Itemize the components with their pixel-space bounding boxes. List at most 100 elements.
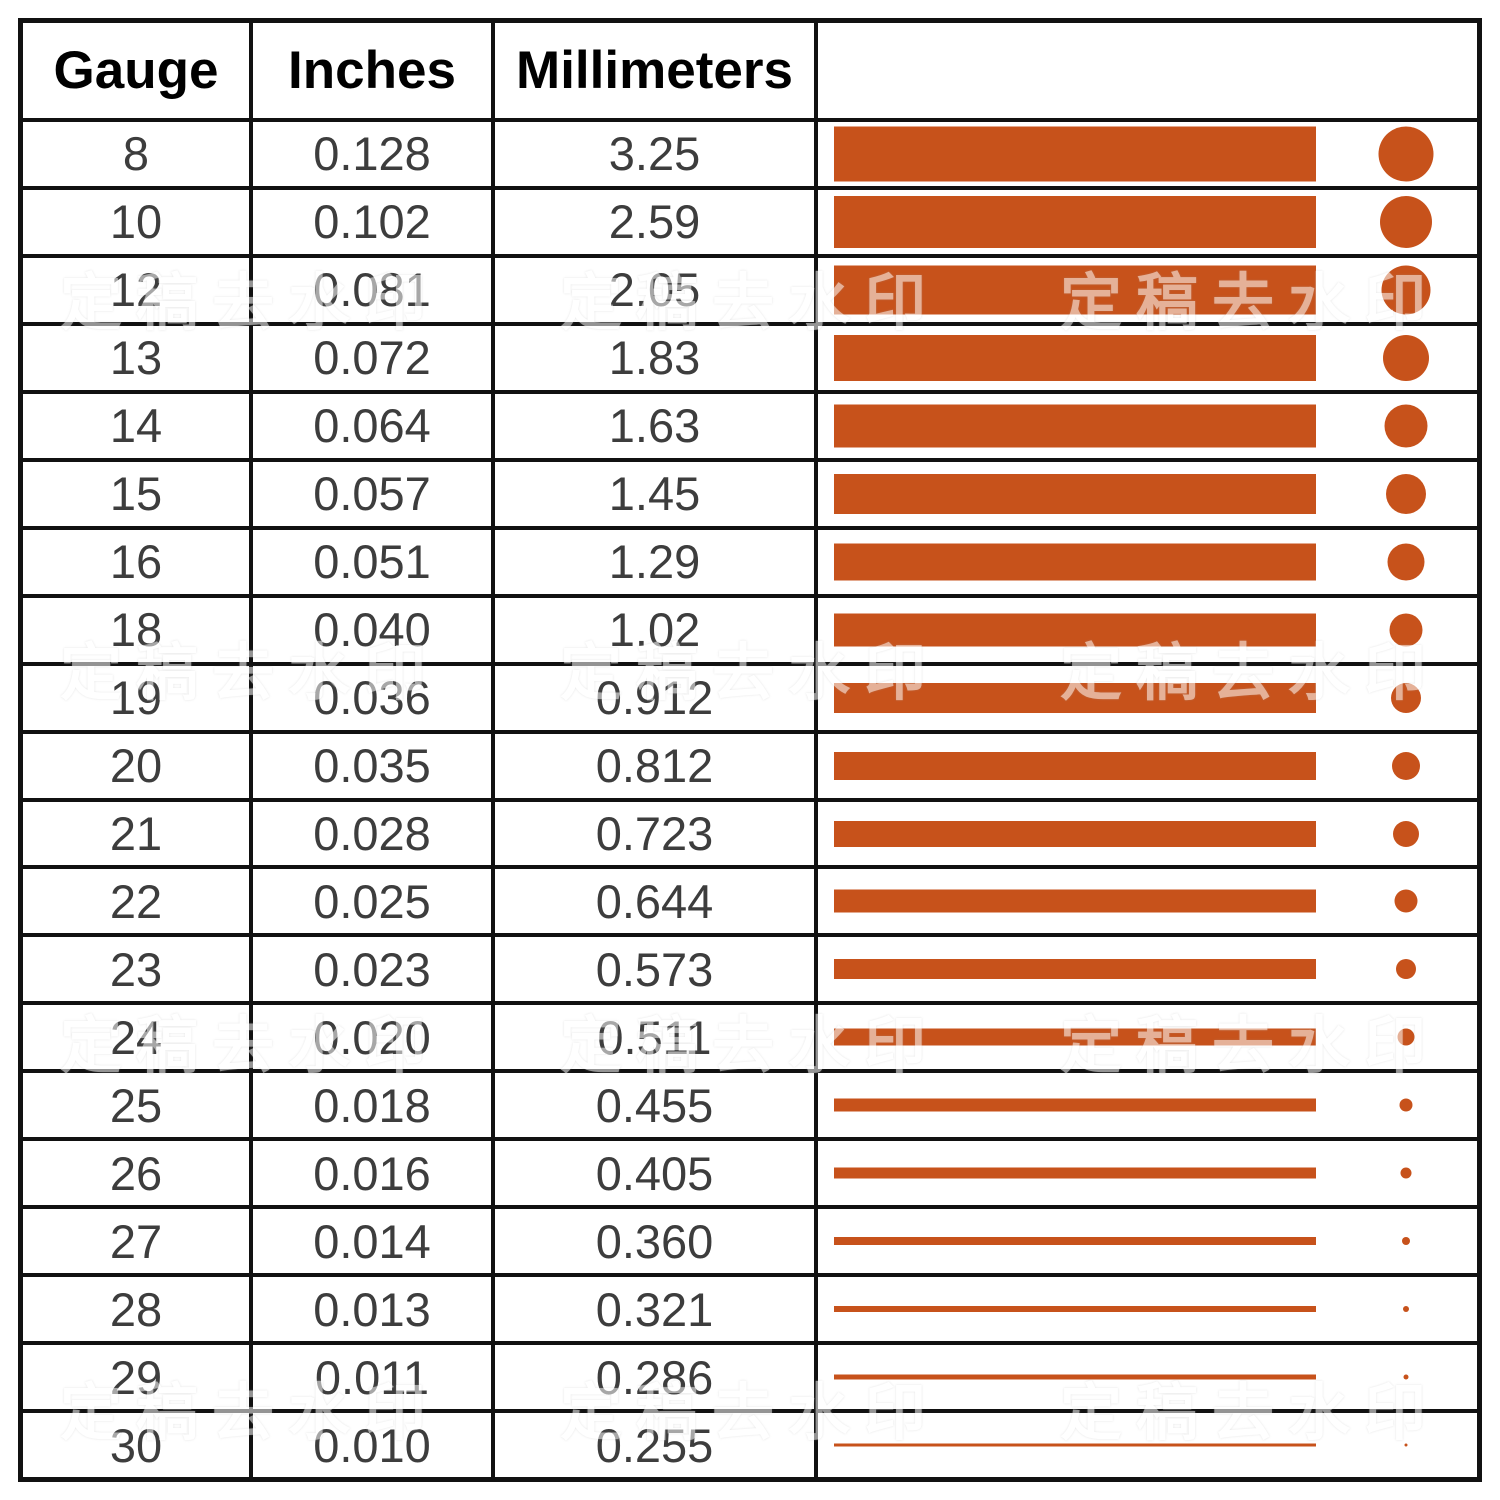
inches-value: 0.013 — [253, 1277, 495, 1342]
wire-cross-section-dot — [1394, 889, 1418, 913]
table-row: 14 0.064 1.63 — [23, 393, 1477, 462]
gauge-value: 22 — [23, 869, 253, 934]
inches-value: 0.028 — [253, 801, 495, 866]
millimeters-value: 1.63 — [495, 393, 818, 458]
wire-cross-section-dot — [1384, 404, 1428, 448]
wire-thickness-bar — [834, 404, 1316, 448]
millimeters-value: 0.723 — [495, 801, 818, 866]
header-inches: Inches — [253, 23, 495, 118]
gauge-value: 24 — [23, 1005, 253, 1070]
millimeters-value: 0.644 — [495, 869, 818, 934]
wire-thickness-bar — [834, 1443, 1316, 1447]
wire-thickness-bar — [834, 1237, 1316, 1246]
table-row: 19 0.036 0.912 — [23, 665, 1477, 734]
gauge-value: 29 — [23, 1345, 253, 1410]
wire-size-visual — [818, 122, 1477, 186]
wire-thickness-bar — [834, 751, 1316, 780]
millimeters-value: 1.83 — [495, 325, 818, 390]
wire-thickness-bar — [834, 1374, 1316, 1380]
inches-value: 0.072 — [253, 325, 495, 390]
table-row: 26 0.016 0.405 — [23, 1141, 1477, 1210]
wire-thickness-bar — [834, 265, 1316, 315]
wire-cross-section-dot — [1399, 1098, 1413, 1112]
wire-thickness-bar — [834, 959, 1316, 980]
wire-thickness-bar — [834, 1167, 1316, 1179]
wire-cross-section-dot — [1387, 543, 1425, 581]
gauge-value: 30 — [23, 1413, 253, 1478]
table-row: 20 0.035 0.812 — [23, 733, 1477, 802]
wire-cross-section-dot — [1386, 473, 1426, 514]
millimeters-value: 0.912 — [495, 665, 818, 730]
inches-value: 0.016 — [253, 1141, 495, 1206]
wire-cross-section-dot — [1402, 1237, 1410, 1246]
table-row: 16 0.051 1.29 — [23, 529, 1477, 598]
wire-size-visual — [818, 666, 1477, 730]
millimeters-value: 0.812 — [495, 733, 818, 798]
wire-cross-section-dot — [1397, 1028, 1415, 1046]
wire-thickness-bar — [834, 613, 1316, 647]
gauge-value: 10 — [23, 189, 253, 254]
wire-cross-section-dot — [1391, 682, 1421, 713]
wire-cross-section-dot — [1389, 613, 1423, 647]
header-millimeters: Millimeters — [495, 23, 818, 118]
millimeters-value: 2.05 — [495, 257, 818, 322]
wire-cross-section-dot — [1378, 126, 1434, 182]
wire-cross-section-dot — [1383, 334, 1429, 381]
millimeters-value: 0.573 — [495, 937, 818, 1002]
gauge-value: 21 — [23, 801, 253, 866]
table-row: 12 0.081 2.05 — [23, 257, 1477, 326]
wire-size-visual — [818, 1209, 1477, 1273]
table-row: 21 0.028 0.723 — [23, 801, 1477, 870]
inches-value: 0.057 — [253, 461, 495, 526]
wire-size-visual — [818, 1345, 1477, 1409]
header-gauge: Gauge — [23, 23, 253, 118]
wire-thickness-bar — [834, 126, 1316, 182]
gauge-value: 8 — [23, 122, 253, 186]
wire-size-visual — [818, 462, 1477, 526]
header-visual-blank — [818, 23, 1477, 118]
wire-thickness-bar — [834, 889, 1316, 913]
wire-size-visual — [818, 394, 1477, 458]
wire-cross-section-dot — [1403, 1306, 1409, 1313]
table-row: 15 0.057 1.45 — [23, 461, 1477, 530]
wire-size-visual — [818, 1413, 1477, 1477]
inches-value: 0.010 — [253, 1413, 495, 1478]
wire-size-visual — [818, 258, 1477, 322]
millimeters-value: 0.321 — [495, 1277, 818, 1342]
gauge-value: 19 — [23, 665, 253, 730]
table-row: 22 0.025 0.644 — [23, 869, 1477, 938]
inches-value: 0.040 — [253, 597, 495, 662]
millimeters-value: 1.45 — [495, 461, 818, 526]
wire-cross-section-dot — [1400, 1167, 1412, 1179]
millimeters-value: 0.360 — [495, 1209, 818, 1274]
wire-cross-section-dot — [1392, 751, 1420, 780]
inches-value: 0.036 — [253, 665, 495, 730]
wire-size-visual — [818, 190, 1477, 254]
millimeters-value: 0.511 — [495, 1005, 818, 1070]
inches-value: 0.102 — [253, 189, 495, 254]
gauge-value: 26 — [23, 1141, 253, 1206]
millimeters-value: 0.286 — [495, 1345, 818, 1410]
wire-size-visual — [818, 1277, 1477, 1341]
millimeters-value: 0.455 — [495, 1073, 818, 1138]
gauge-value: 16 — [23, 529, 253, 594]
wire-thickness-bar — [834, 195, 1316, 248]
wire-size-visual — [818, 937, 1477, 1001]
table-header-row: Gauge Inches Millimeters — [23, 23, 1477, 122]
wire-size-visual — [818, 530, 1477, 594]
wire-thickness-bar — [834, 543, 1316, 581]
millimeters-value: 2.59 — [495, 189, 818, 254]
wire-cross-section-dot — [1396, 959, 1416, 980]
wire-size-visual — [818, 1005, 1477, 1069]
gauge-value: 28 — [23, 1277, 253, 1342]
gauge-value: 25 — [23, 1073, 253, 1138]
table-row: 10 0.102 2.59 — [23, 189, 1477, 258]
wire-size-visual — [818, 869, 1477, 933]
inches-value: 0.014 — [253, 1209, 495, 1274]
table-row: 30 0.010 0.255 — [23, 1413, 1477, 1478]
inches-value: 0.081 — [253, 257, 495, 322]
table-row: 29 0.011 0.286 — [23, 1345, 1477, 1414]
wire-cross-section-dot — [1380, 195, 1432, 248]
gauge-value: 27 — [23, 1209, 253, 1274]
